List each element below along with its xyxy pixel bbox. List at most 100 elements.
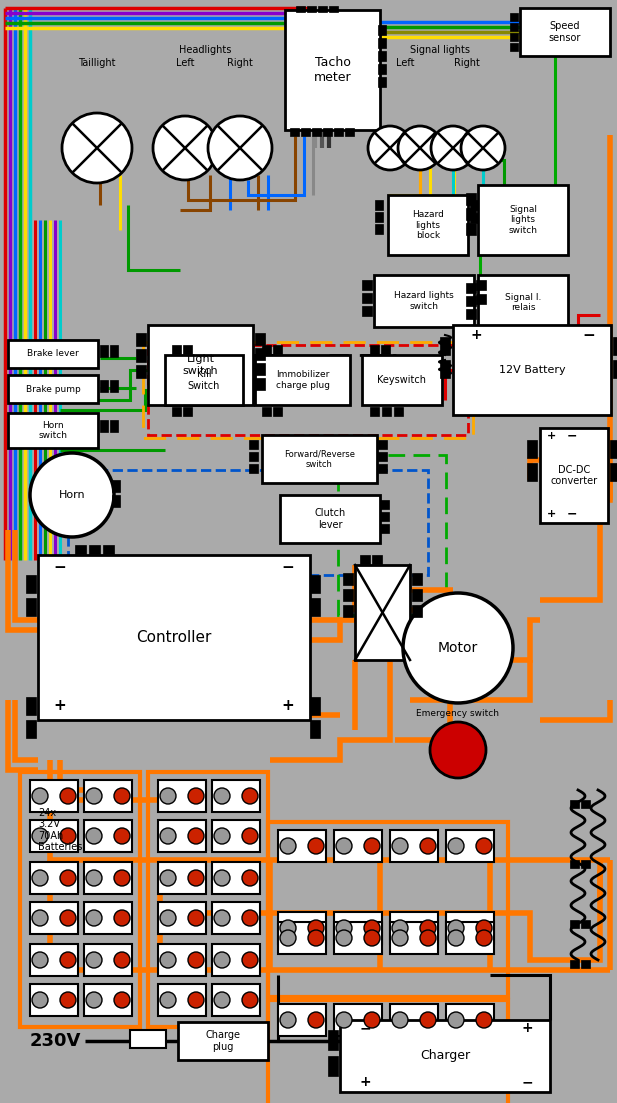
Text: Tacho
meter: Tacho meter <box>313 56 351 84</box>
Bar <box>310 575 320 593</box>
Bar <box>338 456 446 615</box>
Bar <box>268 1000 508 1103</box>
Bar <box>26 598 36 615</box>
Text: Motor: Motor <box>438 641 478 655</box>
Circle shape <box>160 952 176 968</box>
Bar <box>212 863 260 895</box>
Bar <box>30 780 78 812</box>
Circle shape <box>242 952 258 968</box>
Bar <box>103 545 114 554</box>
Bar <box>375 200 383 210</box>
Bar <box>110 345 118 357</box>
Bar <box>527 463 537 481</box>
Text: Signal l.
relais: Signal l. relais <box>505 292 541 312</box>
Bar <box>183 407 192 416</box>
Text: +: + <box>281 697 294 713</box>
Text: Hazard lights
switch: Hazard lights switch <box>394 291 454 311</box>
Bar <box>296 6 305 12</box>
Circle shape <box>368 126 412 170</box>
Bar <box>390 912 438 944</box>
Bar <box>148 345 468 435</box>
Bar <box>158 984 206 1016</box>
Bar <box>307 6 316 12</box>
Bar <box>378 440 387 449</box>
Text: Right: Right <box>454 58 480 68</box>
Bar <box>26 697 36 715</box>
Circle shape <box>392 930 408 946</box>
Bar <box>466 296 476 306</box>
Bar <box>581 860 590 868</box>
Circle shape <box>114 788 130 804</box>
Circle shape <box>431 126 475 170</box>
Bar <box>100 381 108 392</box>
Bar <box>26 575 36 593</box>
Bar <box>570 800 579 808</box>
Bar <box>328 1030 338 1050</box>
Circle shape <box>160 788 176 804</box>
Text: +: + <box>54 697 67 713</box>
Bar <box>268 822 508 997</box>
Bar <box>446 1004 494 1036</box>
Bar <box>470 200 478 210</box>
Text: Brake lever: Brake lever <box>27 350 79 358</box>
Text: 12V Battery: 12V Battery <box>499 365 565 375</box>
Circle shape <box>32 992 48 1008</box>
Bar <box>148 772 268 1027</box>
Bar <box>148 325 253 405</box>
Bar <box>476 295 486 304</box>
Bar <box>8 340 98 368</box>
Circle shape <box>32 910 48 927</box>
Circle shape <box>476 930 492 946</box>
Circle shape <box>62 113 132 183</box>
Bar <box>178 1022 268 1060</box>
Text: Horn
switch: Horn switch <box>38 421 67 440</box>
Bar <box>362 293 372 303</box>
Bar <box>360 555 370 564</box>
Circle shape <box>188 828 204 844</box>
Text: −: − <box>281 560 294 576</box>
Bar <box>412 572 422 585</box>
Bar <box>100 420 108 432</box>
Bar <box>8 413 98 448</box>
Bar <box>249 440 258 449</box>
Circle shape <box>214 910 230 927</box>
Circle shape <box>448 1011 464 1028</box>
Circle shape <box>364 920 380 936</box>
Bar <box>446 912 494 944</box>
Circle shape <box>420 920 436 936</box>
Bar <box>262 435 377 483</box>
Bar <box>466 283 476 293</box>
Bar <box>466 223 476 235</box>
Bar <box>476 280 486 290</box>
Text: Speed
sensor: Speed sensor <box>549 21 581 43</box>
Circle shape <box>60 828 76 844</box>
Bar <box>380 500 389 508</box>
Circle shape <box>280 1011 296 1028</box>
Text: Left: Left <box>395 58 414 68</box>
Circle shape <box>280 838 296 854</box>
Circle shape <box>60 870 76 886</box>
Circle shape <box>114 870 130 886</box>
Bar <box>158 863 206 895</box>
Bar <box>255 355 350 405</box>
Bar <box>255 349 265 360</box>
Circle shape <box>420 1011 436 1028</box>
Text: Signal
lights
switch: Signal lights switch <box>508 205 537 235</box>
Bar <box>255 378 265 390</box>
Bar <box>381 345 390 354</box>
Bar <box>394 407 403 416</box>
Circle shape <box>242 992 258 1008</box>
Bar <box>570 920 579 928</box>
Text: 230V: 230V <box>30 1032 81 1050</box>
Bar <box>136 349 146 362</box>
Circle shape <box>476 1011 492 1028</box>
Bar <box>378 38 386 49</box>
Bar <box>334 1004 382 1036</box>
Bar <box>328 1056 338 1077</box>
Bar <box>30 944 78 976</box>
Text: Immobilizer
charge plug: Immobilizer charge plug <box>276 371 329 389</box>
Text: Right: Right <box>227 58 253 68</box>
Circle shape <box>392 920 408 936</box>
Text: +: + <box>470 328 482 342</box>
Circle shape <box>461 126 505 170</box>
